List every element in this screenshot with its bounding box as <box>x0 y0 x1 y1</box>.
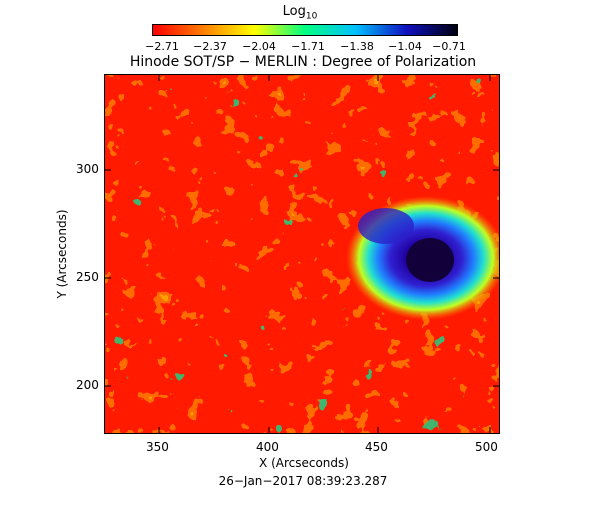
x-tick-label: 450 <box>365 440 388 454</box>
colorbar-tick-label: −2.71 <box>145 40 179 53</box>
x-tick-label: 350 <box>146 440 169 454</box>
colorbar-title: Log10 <box>240 4 360 22</box>
x-tick-label: 500 <box>475 440 498 454</box>
x-tick-label: 400 <box>256 440 279 454</box>
y-axis-label: Y (Arcseconds) <box>55 209 69 299</box>
x-axis-label: X (Arcseconds) <box>259 456 349 470</box>
colorbar-title-text: Log <box>282 4 306 19</box>
timestamp: 26−Jan−2017 08:39:23.287 <box>218 474 388 488</box>
colorbar-tick-label: −2.37 <box>193 40 227 53</box>
y-tick-label: 300 <box>76 162 99 176</box>
colorbar-tick-label: −1.71 <box>291 40 325 53</box>
colorbar <box>152 24 458 36</box>
plot-title: Hinode SOT/SP − MERLIN : Degree of Polar… <box>129 54 477 70</box>
colorbar-title-subscript: 10 <box>305 11 318 22</box>
colorbar-tick-label: −2.04 <box>242 40 276 53</box>
colorbar-tick-label: −1.38 <box>340 40 374 53</box>
colorbar-tick-label: −1.04 <box>388 40 422 53</box>
polarization-map <box>104 74 500 434</box>
y-tick-label: 200 <box>76 378 99 392</box>
y-tick-label: 250 <box>76 270 99 284</box>
colorbar-tick-label: −0.71 <box>432 40 466 53</box>
